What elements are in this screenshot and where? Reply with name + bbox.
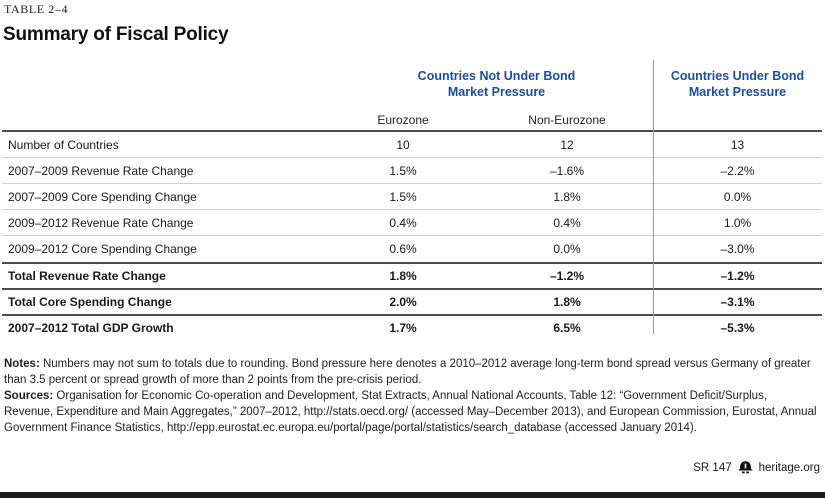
report-id: SR 147 (693, 461, 732, 474)
cell-under-pressure: 0.0% (723, 189, 752, 204)
row-label: Total Revenue Rate Change (8, 269, 166, 283)
table-row: 2009–2012 Revenue Rate Change 0.4% 0.4% … (2, 210, 822, 236)
table-row-total: Total Revenue Rate Change 1.8% –1.2% –1.… (2, 262, 822, 288)
cell-eurozone: 1.8% (389, 269, 417, 283)
table-row: 2007–2009 Revenue Rate Change 1.5% –1.6%… (2, 158, 822, 184)
column-group-divider (653, 60, 654, 334)
notes-and-sources: Notes: Numbers may not sum to totals due… (4, 356, 819, 436)
cell-non-eurozone: 0.4% (553, 215, 581, 230)
table-row: 2007–2009 Core Spending Change 1.5% 1.8%… (2, 184, 822, 210)
notes-label: Notes: (4, 358, 40, 370)
cell-non-eurozone: –1.2% (549, 269, 585, 283)
cell-non-eurozone: 12 (560, 137, 574, 152)
sub-header-row: Eurozone Non-Eurozone (2, 110, 822, 130)
row-label: 2007–2009 Core Spending Change (8, 189, 197, 204)
table-row: 2009–2012 Core Spending Change 0.6% 0.0%… (2, 236, 822, 262)
cell-non-eurozone: 6.5% (553, 321, 581, 335)
table-row-total: 2007–2012 Total GDP Growth 1.7% 6.5% –5.… (2, 314, 822, 340)
table-body: Number of Countries 10 12 13 2007–2009 R… (2, 130, 822, 340)
row-label: 2009–2012 Core Spending Change (8, 242, 197, 256)
cell-under-pressure: –1.2% (720, 269, 755, 283)
cell-under-pressure: –3.1% (720, 295, 755, 309)
cell-eurozone: 2.0% (389, 295, 417, 309)
group-header-not-under-pressure: Countries Not Under Bond Market Pressure (417, 68, 576, 99)
cell-eurozone: 1.5% (389, 189, 417, 204)
notes-text: Numbers may not sum to totals due to rou… (4, 358, 811, 386)
cell-under-pressure: –2.2% (720, 163, 755, 178)
row-label: Number of Countries (8, 137, 119, 152)
table-number-label: TABLE 2–4 (4, 2, 69, 16)
liberty-bell-icon (738, 461, 753, 474)
bottom-rule (0, 492, 825, 498)
cell-eurozone: 1.7% (389, 321, 417, 335)
website-text: heritage.org (758, 461, 820, 474)
table-row-total: Total Core Spending Change 2.0% 1.8% –3.… (2, 288, 822, 314)
cell-eurozone: 0.6% (389, 242, 417, 256)
table-row: Number of Countries 10 12 13 (2, 132, 822, 158)
row-label: 2009–2012 Revenue Rate Change (8, 215, 194, 230)
group-header-row: Countries Not Under Bond Market Pressure… (2, 58, 822, 110)
row-label: 2007–2012 Total GDP Growth (8, 321, 174, 335)
cell-under-pressure: 13 (730, 137, 745, 152)
table-title: Summary of Fiscal Policy (3, 24, 229, 45)
col-header-non-eurozone: Non-Eurozone (528, 113, 606, 127)
cell-eurozone: 0.4% (389, 215, 417, 230)
fiscal-policy-table: Countries Not Under Bond Market Pressure… (2, 58, 822, 340)
group-header-under-pressure: Countries Under Bond Market Pressure (670, 68, 805, 99)
cell-under-pressure: –3.0% (720, 242, 755, 256)
cell-non-eurozone: 0.0% (553, 242, 581, 256)
cell-under-pressure: –5.3% (720, 321, 755, 335)
col-header-eurozone: Eurozone (377, 113, 429, 127)
sources-text: Organisation for Economic Co-operation a… (4, 390, 817, 434)
cell-non-eurozone: –1.6% (549, 163, 585, 178)
page-footer: SR 147 heritage.org (693, 461, 820, 474)
sources-label: Sources: (4, 390, 54, 402)
cell-under-pressure: 1.0% (723, 215, 752, 230)
cell-non-eurozone: 1.8% (553, 295, 581, 309)
cell-non-eurozone: 1.8% (553, 189, 581, 204)
row-label: Total Core Spending Change (8, 295, 172, 309)
cell-eurozone: 10 (396, 137, 410, 152)
cell-eurozone: 1.5% (389, 163, 417, 178)
row-label: 2007–2009 Revenue Rate Change (8, 163, 194, 178)
